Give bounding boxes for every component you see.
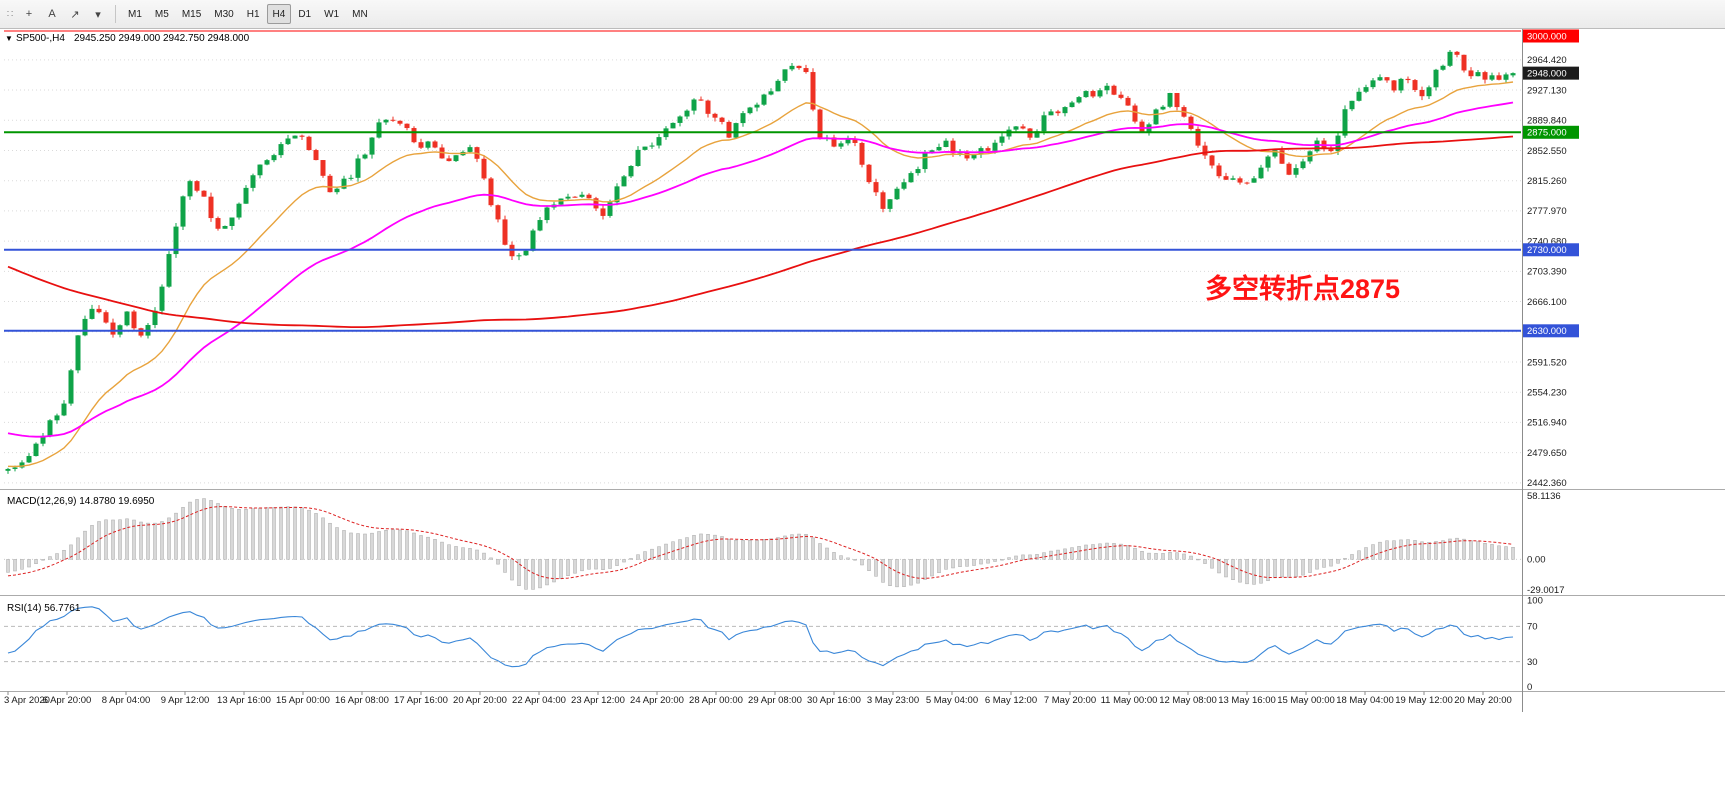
svg-text:2630.000: 2630.000 [1527, 326, 1567, 337]
svg-text:2927.130: 2927.130 [1527, 85, 1567, 96]
moving-average-lines [7, 81, 1514, 468]
svg-text:100: 100 [1527, 595, 1543, 606]
svg-text:24 Apr 20:00: 24 Apr 20:00 [630, 695, 684, 706]
svg-text:20 May 20:00: 20 May 20:00 [1454, 695, 1512, 706]
svg-text:12 May 08:00: 12 May 08:00 [1159, 695, 1217, 706]
svg-text:11 May 00:00: 11 May 00:00 [1101, 695, 1158, 706]
ma-line-medium [7, 101, 1514, 438]
rsi-panel [4, 606, 1521, 668]
svg-text:2889.840: 2889.840 [1527, 116, 1567, 127]
timeframe-button-m1[interactable]: M1 [122, 4, 148, 24]
toolbar-grip-icon[interactable]: ∷ [3, 4, 17, 25]
svg-text:0.00: 0.00 [1527, 555, 1546, 566]
svg-text:2852.550: 2852.550 [1527, 146, 1567, 157]
svg-text:2948.000: 2948.000 [1527, 68, 1567, 79]
svg-text:6 Apr 20:00: 6 Apr 20:00 [43, 695, 92, 706]
rsi-line [7, 606, 1514, 668]
macd-signal-line [7, 506, 1514, 580]
rsi-indicator-label: RSI(14) 56.7761 [7, 603, 81, 614]
svg-text:30: 30 [1527, 657, 1538, 668]
price-gridlines [4, 59, 1521, 484]
panel-separators [0, 29, 1725, 712]
svg-text:22 Apr 04:00: 22 Apr 04:00 [512, 695, 566, 706]
svg-text:6 May 12:00: 6 May 12:00 [985, 695, 1037, 706]
svg-text:15 May 00:00: 15 May 00:00 [1277, 695, 1335, 706]
main-toolbar: ∷ + A ↗ ▾ M1 M5 M15 M30 H1 H4 D1 W1 MN [0, 0, 1725, 29]
macd-panel [4, 498, 1521, 590]
svg-text:2815.260: 2815.260 [1527, 176, 1567, 187]
svg-text:13 Apr 16:00: 13 Apr 16:00 [217, 695, 271, 706]
timeframe-button-h4[interactable]: H4 [266, 4, 292, 24]
horizontal-level-lines [4, 30, 1521, 332]
timeframe-button-h1[interactable]: H1 [241, 4, 266, 24]
chart-symbol-title: SP500-,H4 [16, 33, 65, 44]
svg-text:30 Apr 16:00: 30 Apr 16:00 [807, 695, 861, 706]
timeframe-button-mn[interactable]: MN [346, 4, 374, 24]
timeframe-button-m30[interactable]: M30 [208, 4, 239, 24]
trendline-tool[interactable]: ↗ [64, 4, 86, 25]
svg-text:23 Apr 12:00: 23 Apr 12:00 [571, 695, 625, 706]
svg-text:17 Apr 16:00: 17 Apr 16:00 [394, 695, 448, 706]
ma-line-slow [7, 135, 1514, 328]
price-tag [1523, 125, 1579, 139]
timeframe-button-d1[interactable]: D1 [292, 4, 317, 24]
svg-text:9 Apr 12:00: 9 Apr 12:00 [161, 695, 210, 706]
text-label-tool[interactable]: A [41, 4, 63, 25]
svg-text:2479.650: 2479.650 [1527, 448, 1567, 459]
svg-text:13 May 16:00: 13 May 16:00 [1218, 695, 1276, 706]
svg-text:-29.0017: -29.0017 [1527, 585, 1565, 596]
ma-line-fast [7, 81, 1514, 468]
svg-text:0: 0 [1527, 682, 1532, 693]
timeframe-button-m15[interactable]: M15 [176, 4, 207, 24]
more-tools-dropdown[interactable]: ▾ [87, 4, 109, 25]
price-tag [1523, 29, 1579, 43]
price-tag [1523, 243, 1579, 257]
svg-text:2516.940: 2516.940 [1527, 418, 1567, 429]
svg-text:16 Apr 08:00: 16 Apr 08:00 [335, 695, 389, 706]
svg-text:29 Apr 08:00: 29 Apr 08:00 [748, 695, 802, 706]
svg-text:3 Apr 2020: 3 Apr 2020 [4, 695, 50, 706]
macd-indicator-label: MACD(12,26,9) 14.8780 19.6950 [7, 496, 155, 507]
svg-text:18 May 04:00: 18 May 04:00 [1336, 695, 1394, 706]
svg-text:2554.230: 2554.230 [1527, 388, 1567, 399]
svg-text:8 Apr 04:00: 8 Apr 04:00 [102, 695, 151, 706]
chart-collapse-icon[interactable]: ▼ [5, 34, 13, 43]
price-tag [1523, 66, 1579, 80]
chart-ohlc-values: 2945.250 2949.000 2942.750 2948.000 [74, 33, 250, 44]
svg-text:3 May 23:00: 3 May 23:00 [867, 695, 919, 706]
timeframe-button-m5[interactable]: M5 [149, 4, 175, 24]
svg-text:2777.970: 2777.970 [1527, 206, 1567, 217]
svg-text:15 Apr 00:00: 15 Apr 00:00 [276, 695, 330, 706]
svg-text:58.1136: 58.1136 [1527, 491, 1561, 502]
timeframe-button-w1[interactable]: W1 [318, 4, 345, 24]
svg-text:2740.680: 2740.680 [1527, 236, 1567, 247]
svg-text:19 May 12:00: 19 May 12:00 [1395, 695, 1453, 706]
svg-text:70: 70 [1527, 622, 1538, 633]
svg-text:7 May 20:00: 7 May 20:00 [1044, 695, 1096, 706]
svg-text:2703.390: 2703.390 [1527, 267, 1567, 278]
chart-annotation-text: 多空转折点2875 [1205, 273, 1400, 304]
price-tag [1523, 324, 1579, 338]
svg-text:2442.360: 2442.360 [1527, 478, 1567, 489]
svg-text:20 Apr 20:00: 20 Apr 20:00 [453, 695, 507, 706]
crosshair-tool[interactable]: + [18, 4, 40, 25]
drawing-tools-group: ∷ + A ↗ ▾ [3, 4, 109, 25]
toolbar-separator [115, 5, 116, 23]
svg-text:2591.520: 2591.520 [1527, 357, 1567, 368]
svg-text:28 Apr 00:00: 28 Apr 00:00 [689, 695, 743, 706]
svg-text:3000.000: 3000.000 [1527, 31, 1567, 42]
svg-text:2875.000: 2875.000 [1527, 128, 1567, 139]
price-axis[interactable]: 2964.420 2927.130 2889.840 2852.550 2815.260… [1523, 29, 1579, 694]
svg-text:2730.000: 2730.000 [1527, 245, 1567, 256]
candlesticks [5, 49, 1516, 474]
svg-text:5 May 04:00: 5 May 04:00 [926, 695, 978, 706]
svg-text:2964.420: 2964.420 [1527, 55, 1567, 66]
timeframe-group: M1 M5 M15 M30 H1 H4 D1 W1 MN [122, 4, 374, 24]
svg-text:2666.100: 2666.100 [1527, 297, 1567, 308]
